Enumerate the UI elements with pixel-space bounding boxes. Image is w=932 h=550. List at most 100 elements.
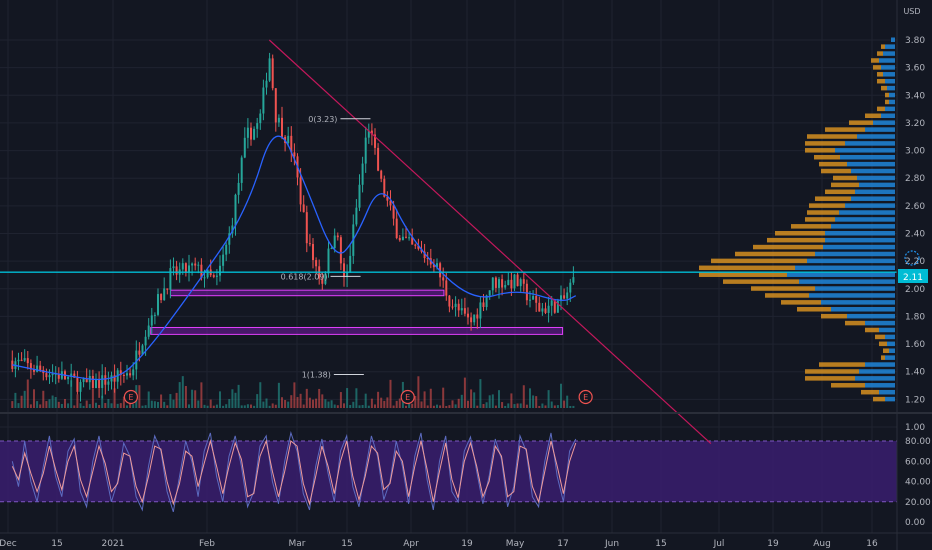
stoch-tick-label: 80.00 — [905, 437, 931, 447]
candle-body — [497, 279, 500, 288]
volume-profile-up — [799, 279, 895, 284]
stoch-d-line — [11, 439, 577, 506]
volume-bar — [494, 405, 497, 408]
volume-bar — [395, 400, 398, 408]
volume-bar — [349, 404, 352, 408]
volume-bar — [445, 405, 448, 408]
volume-bar — [79, 403, 82, 408]
volume-bar — [175, 392, 178, 408]
volume-profile-down — [861, 389, 879, 395]
volume-bar — [212, 405, 215, 408]
support-zone — [150, 326, 564, 335]
volume-profile-down — [883, 348, 889, 353]
candle-body — [494, 277, 497, 288]
volume-profile-up — [839, 210, 895, 215]
candle-body — [280, 117, 283, 137]
candle-body — [73, 373, 76, 378]
volume-bar — [194, 390, 197, 408]
candle-body — [262, 87, 265, 114]
support-zone — [169, 289, 445, 297]
candle-body — [51, 373, 54, 376]
candle-body — [144, 336, 147, 346]
candle-body — [141, 345, 144, 355]
candle-body — [398, 238, 401, 241]
settings-icon[interactable] — [904, 250, 920, 266]
candle-body — [383, 178, 386, 197]
volume-bar — [293, 382, 296, 408]
volume-bar — [541, 403, 544, 408]
candle-body — [290, 135, 293, 153]
candle-body — [389, 200, 392, 206]
time-tick-label: 17 — [557, 539, 568, 549]
candle-body — [231, 225, 234, 234]
volume-bar — [20, 395, 23, 408]
volume-profile-up — [857, 175, 895, 181]
volume-bar — [370, 398, 373, 408]
candle-body — [364, 137, 367, 164]
volume-bar — [525, 404, 528, 408]
candle-body — [194, 263, 197, 266]
candle-body — [488, 290, 491, 296]
time-tick-label: Jul — [713, 539, 725, 549]
candle-body — [98, 378, 101, 388]
candle-body — [426, 258, 429, 260]
volume-bar — [504, 405, 507, 408]
volume-profile-up — [831, 224, 895, 229]
candle-body — [470, 317, 473, 323]
volume-profile-down — [815, 196, 851, 201]
candle-body — [448, 295, 451, 307]
earnings-marker-label: E — [583, 393, 588, 402]
volume-bar — [76, 394, 79, 408]
time-tick-label: Jun — [604, 539, 619, 549]
earnings-marker[interactable] — [578, 389, 593, 405]
volume-profile-up — [889, 348, 895, 353]
volume-bar — [538, 405, 541, 408]
candle-body — [377, 147, 380, 171]
time-tick-label: 2021 — [102, 539, 125, 549]
volume-bar — [358, 405, 361, 408]
candle-body — [445, 280, 448, 296]
volume-profile-up — [873, 120, 895, 125]
volume-bar — [476, 405, 479, 408]
volume-bar — [144, 405, 147, 408]
volume-profile-down — [881, 85, 887, 91]
candle-body — [82, 378, 85, 382]
volume-profile-up — [879, 389, 895, 395]
volume-profile-down — [831, 383, 865, 388]
candle-body — [355, 207, 358, 225]
volume-bar — [532, 395, 535, 408]
volume-bar — [280, 397, 283, 408]
volume-bar — [116, 403, 119, 408]
price-tag: 2.11 — [898, 269, 928, 283]
candle-body — [525, 283, 528, 301]
candle-body — [125, 373, 128, 376]
time-tick-label: 19 — [461, 539, 473, 549]
volume-bar — [519, 403, 522, 408]
volume-bar — [501, 402, 504, 408]
volume-bar — [364, 393, 367, 408]
candle-body — [513, 274, 516, 289]
volume-profile-down — [831, 182, 859, 188]
candle-body — [67, 376, 70, 380]
volume-bar — [389, 379, 392, 408]
candle-body — [339, 237, 342, 264]
candle-body — [528, 299, 531, 301]
candle-body — [373, 134, 376, 148]
ema-line — [12, 135, 577, 381]
volume-bar — [392, 405, 395, 408]
candle-body — [191, 263, 194, 266]
candle-body — [246, 127, 249, 138]
price-tag-text: 2.11 — [903, 273, 923, 283]
settings-widget[interactable] — [904, 250, 920, 266]
volume-profile-down — [877, 51, 883, 56]
volume-profile-up — [859, 369, 895, 374]
candle-body — [197, 264, 200, 266]
volume-bar — [466, 400, 469, 408]
earnings-marker[interactable] — [400, 389, 415, 405]
stochastic-lines — [11, 431, 577, 513]
earnings-marker[interactable] — [123, 389, 139, 405]
candle-body — [253, 128, 256, 140]
volume-bar — [203, 404, 206, 408]
